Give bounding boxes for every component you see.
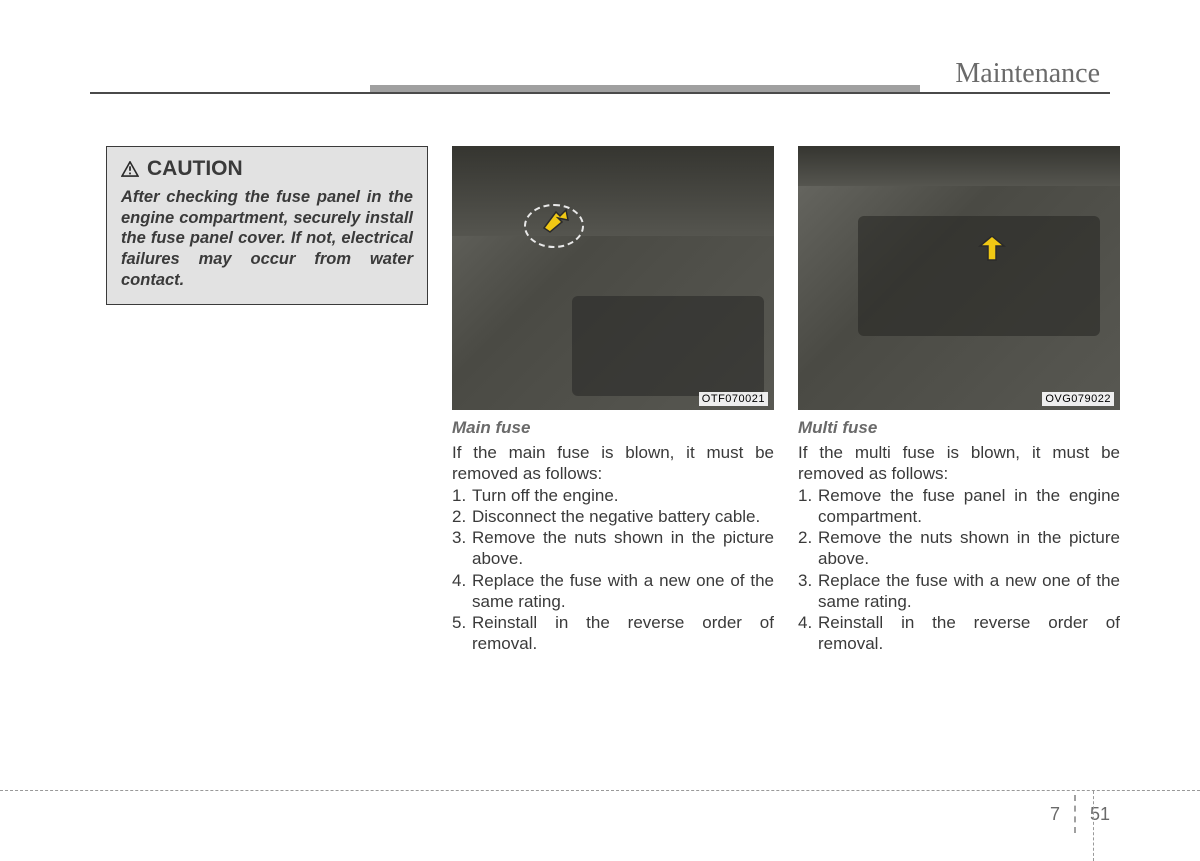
page-footer: 7 51: [1050, 795, 1110, 833]
column-2: OTF070021 Main fuse If the main fuse is …: [452, 146, 774, 655]
list-item: 4.Replace the fuse with a new one of the…: [452, 570, 774, 613]
column-3: OVG079022 Multi fuse If the multi fuse i…: [798, 146, 1120, 655]
steps-multi-fuse: 1.Remove the fuse panel in the engine co…: [798, 485, 1120, 655]
content-columns: CAUTION After checking the fuse panel in…: [106, 146, 1110, 655]
chapter-number: 7: [1050, 804, 1060, 825]
subheading-multi-fuse: Multi fuse: [798, 418, 1120, 438]
list-item: 2.Remove the nuts shown in the picture a…: [798, 527, 1120, 570]
arrow-indicator-icon: [540, 208, 572, 234]
subheading-main-fuse: Main fuse: [452, 418, 774, 438]
steps-main-fuse: 1.Turn off the engine. 2.Disconnect the …: [452, 485, 774, 655]
caution-label: CAUTION: [147, 157, 243, 181]
warning-triangle-icon: [121, 161, 139, 177]
column-1: CAUTION After checking the fuse panel in…: [106, 146, 428, 655]
crop-mark-horizontal: [0, 790, 1200, 791]
figure-main-fuse: OTF070021: [452, 146, 774, 410]
list-item: 3.Replace the fuse with a new one of the…: [798, 570, 1120, 613]
figure-multi-fuse: OVG079022: [798, 146, 1120, 410]
crop-mark-vertical: [1093, 791, 1094, 861]
list-item: 4.Reinstall in the reverse order of remo…: [798, 612, 1120, 655]
caution-box: CAUTION After checking the fuse panel in…: [106, 146, 428, 305]
image-code: OVG079022: [1042, 392, 1114, 406]
list-item: 3.Remove the nuts shown in the picture a…: [452, 527, 774, 570]
header-accent-bar: [370, 85, 920, 92]
intro-main-fuse: If the main fuse is blown, it must be re…: [452, 442, 774, 485]
list-item: 5.Reinstall in the reverse order of remo…: [452, 612, 774, 655]
list-item: 1.Remove the fuse panel in the engine co…: [798, 485, 1120, 528]
intro-multi-fuse: If the multi fuse is blown, it must be r…: [798, 442, 1120, 485]
arrow-indicator-icon: [976, 236, 1008, 262]
footer-separator: [1074, 795, 1076, 833]
caution-heading: CAUTION: [121, 157, 413, 181]
list-item: 2.Disconnect the negative battery cable.: [452, 506, 774, 527]
header-rule: [90, 92, 1110, 94]
caution-body: After checking the fuse panel in the eng…: [121, 187, 413, 290]
list-item: 1.Turn off the engine.: [452, 485, 774, 506]
section-title: Maintenance: [955, 58, 1110, 90]
image-code: OTF070021: [699, 392, 768, 406]
